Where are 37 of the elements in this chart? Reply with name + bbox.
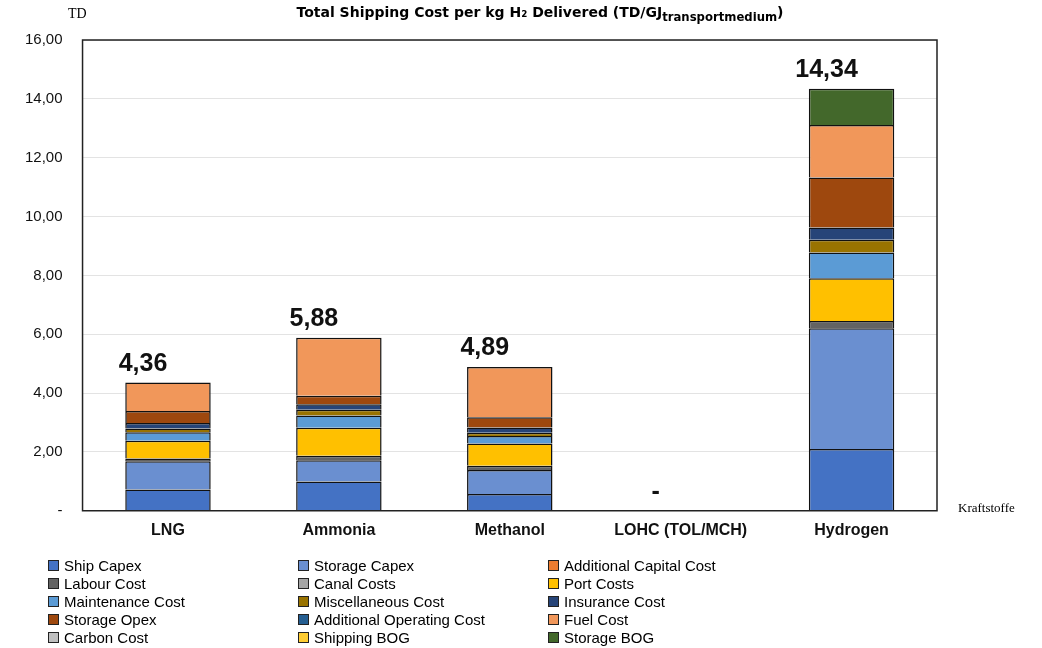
y-tick-label: 8,00 [33,265,63,283]
legend-label: Insurance Cost [564,592,665,610]
legend-label: Storage Opex [64,610,157,628]
total-label: 4,36 [118,347,168,376]
y-tick-label: 6,00 [33,324,63,342]
legend-label: Shipping BOG [314,628,410,646]
legend-label: Canal Costs [314,574,396,592]
legend-label: Additional Operating Cost [314,610,485,628]
x-axis-title: Kraftstoffe [958,500,1015,516]
x-tick-label: LNG [151,520,185,538]
total-label: 5,88 [289,303,339,332]
total-label: 14,34 [795,54,858,83]
y-tick-label: 14,00 [24,88,63,106]
legend-label: Storage Capex [314,556,415,574]
legend-label: Ship Capex [64,556,142,574]
legend-label: Port Costs [564,574,635,592]
x-tick-label: Ammonia [302,520,376,538]
y-axis-title: TD [68,6,87,22]
y-tick-label: 16,00 [24,30,63,48]
text: - [651,476,660,505]
y-tick-label: 10,00 [24,206,63,224]
y-tick-label: - [57,500,63,518]
legend-label: Labour Cost [64,574,146,592]
legend-label: Miscellaneous Cost [314,592,445,610]
legend-label: Maintenance Cost [64,592,185,610]
legend-label: Storage BOG [564,628,655,646]
chart-title: Total Shipping Cost per kg H₂ Delivered (TD/GJ$_{transportmedium}$) [295,4,785,24]
x-tick-label: Methanol [474,520,545,538]
y-tick-label: 12,00 [24,147,63,165]
x-tick-label: LOHC (TOL/MCH) [614,520,748,538]
legend-label: Additional Capital Cost [564,556,716,574]
legend-label: Fuel Cost [564,610,629,628]
total-label: 4,89 [460,332,510,361]
x-tick-label: Hydrogen [814,520,889,538]
y-tick-label: 4,00 [33,383,63,401]
y-tick-label: 2,00 [33,442,63,460]
legend-label: Carbon Cost [64,628,149,646]
